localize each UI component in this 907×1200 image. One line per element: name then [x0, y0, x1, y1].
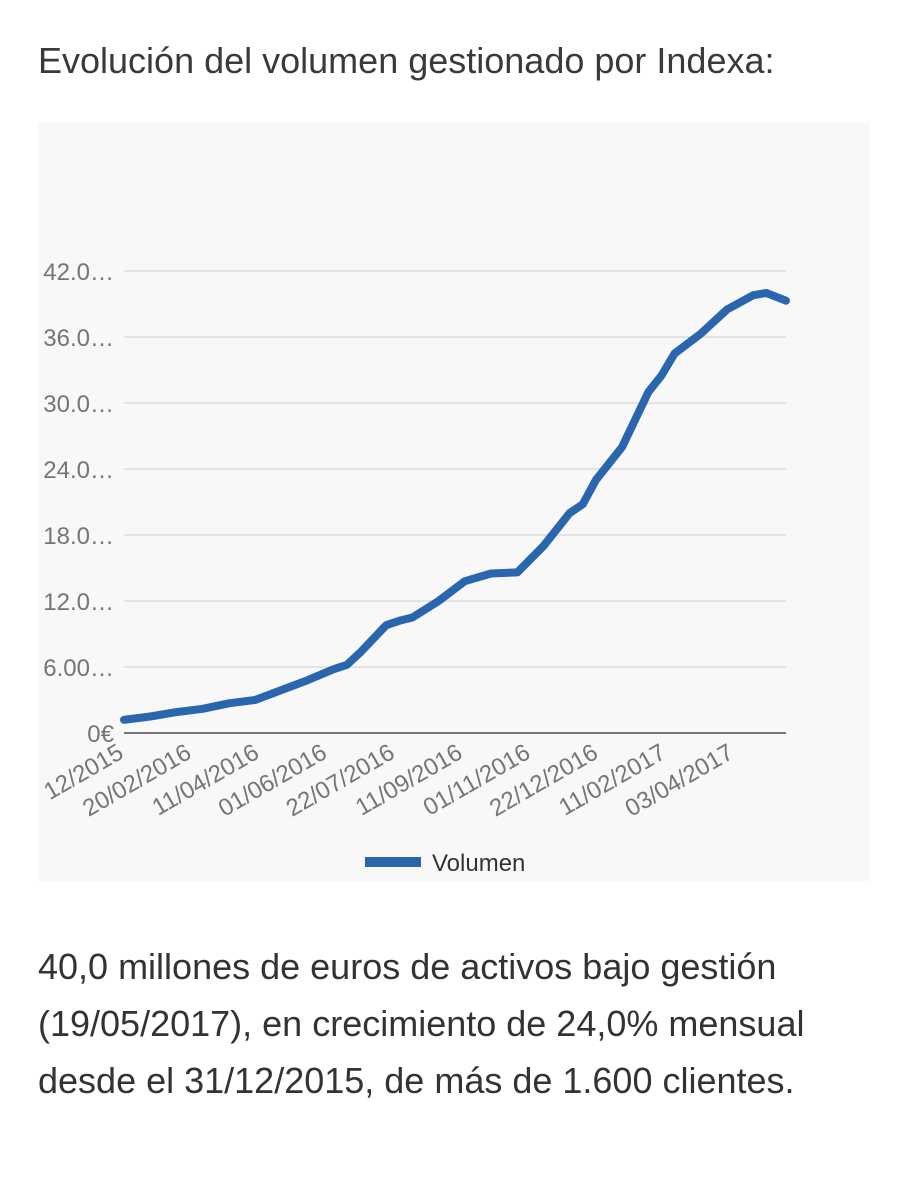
data-point [121, 716, 127, 723]
data-point [383, 622, 390, 629]
data-point [579, 501, 586, 508]
chart-card: 0€ 6.00… 12.0… 18.0… 24.0… 30.0… 36.0… 42.0… 12… [38, 123, 870, 881]
data-point [697, 330, 704, 337]
data-point [645, 389, 652, 395]
data-point [330, 666, 337, 673]
y-tick-label: 0€ [87, 721, 114, 748]
data-point [357, 649, 363, 656]
data-point [461, 578, 468, 585]
y-tick-label: 24.0… [43, 457, 114, 484]
data-point [278, 687, 285, 694]
y-tick-label: 18.0… [43, 523, 114, 550]
y-tick-label: 6.00… [43, 655, 114, 682]
data-point [225, 700, 232, 707]
data-point [724, 306, 730, 313]
data-point [514, 569, 521, 576]
data-point [252, 697, 259, 703]
data-point [750, 292, 757, 299]
data-point [566, 510, 573, 516]
data-point [783, 297, 789, 304]
data-point [606, 460, 612, 467]
data-point [409, 614, 416, 621]
data-point [147, 713, 154, 720]
y-tick-label: 42.0… [43, 259, 114, 286]
data-point [592, 477, 599, 483]
y-tick-label: 12.0… [43, 589, 114, 616]
y-tick-label: 30.0… [43, 391, 114, 418]
page-title: Evolución del volumen gestionado por Ind… [38, 40, 775, 81]
data-point [173, 709, 180, 716]
data-point [199, 705, 206, 712]
data-point [435, 598, 442, 604]
data-point [658, 372, 665, 379]
volume-chart: 0€6.00…12.0…18.0…24.0…30.0…36.0…42.0… 12… [39, 259, 790, 877]
data-point [553, 526, 560, 533]
data-point [343, 661, 350, 668]
legend-swatch-volumen [365, 857, 421, 867]
data-point [488, 570, 494, 577]
data-point [763, 290, 770, 296]
data-point [396, 617, 403, 624]
data-point [619, 444, 626, 450]
data-point [671, 350, 678, 357]
data-point [540, 543, 547, 549]
summary-text: 40,0 millones de euros de activos bajo g… [38, 946, 805, 1101]
data-point [317, 671, 324, 678]
legend-label-volumen: Volumen [432, 850, 525, 877]
y-tick-label: 36.0… [43, 325, 114, 352]
series-line-volumen [120, 289, 790, 724]
data-point [304, 677, 311, 684]
